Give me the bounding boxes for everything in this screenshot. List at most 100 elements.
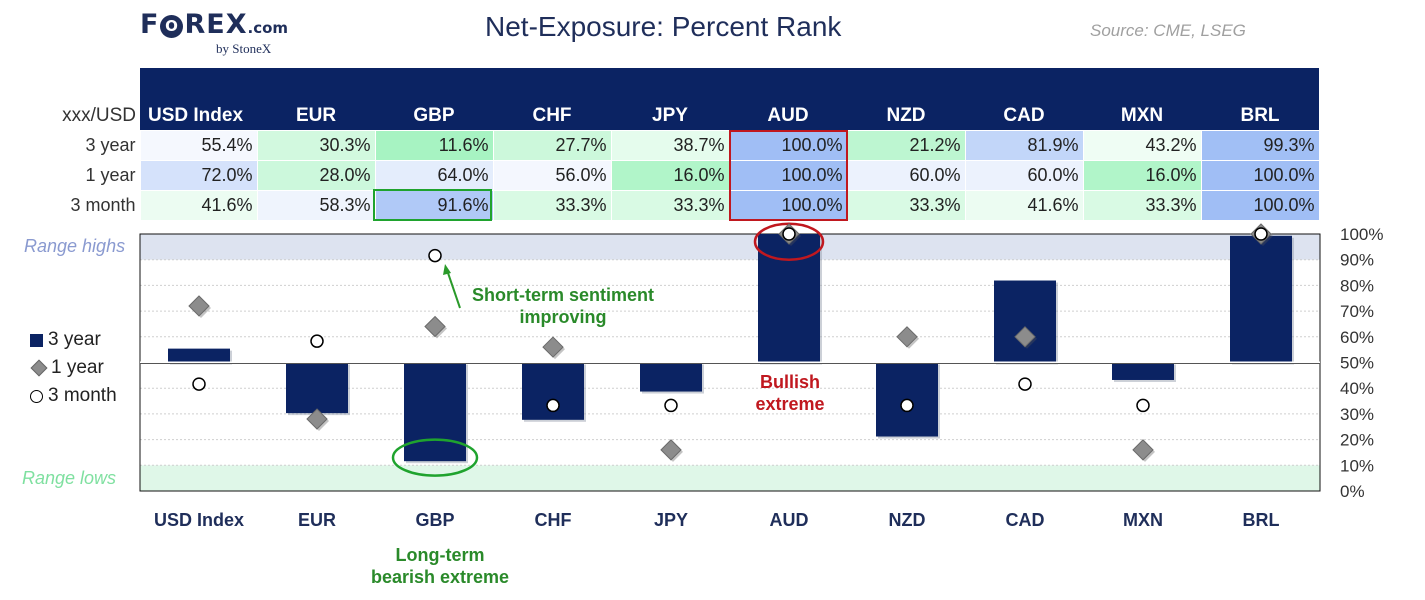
table-cell: 33.3% xyxy=(1082,189,1202,221)
row-label: 3 year xyxy=(52,130,140,160)
annotation-line: Short-term sentiment xyxy=(471,285,655,305)
category-label: JPY xyxy=(654,510,688,530)
bullish-annotation: Bullish extreme xyxy=(740,371,840,415)
table-cell: 100.0% xyxy=(1200,189,1320,221)
circle-3-month xyxy=(428,248,442,263)
circle-3-month xyxy=(310,334,324,348)
column-header: AUD xyxy=(729,68,847,130)
table-cell: 16.0% xyxy=(610,159,730,191)
category-label: EUR xyxy=(298,510,336,530)
table-cell: 41.6% xyxy=(139,189,258,221)
table-cell: 21.2% xyxy=(846,129,966,161)
circle-swatch-icon xyxy=(30,389,43,403)
y-tick-label: 70% xyxy=(1340,302,1374,321)
table-cell: 100.0% xyxy=(728,129,848,161)
column-header: JPY xyxy=(611,68,729,130)
long-term-annotation: Long-term bearish extreme xyxy=(352,544,528,588)
aud-highlight-box xyxy=(729,130,848,221)
category-label: USD Index xyxy=(154,510,244,530)
short-term-annotation: Short-term sentiment improving xyxy=(462,284,664,328)
y-tick-label: 100% xyxy=(1340,225,1383,244)
table-cell: 58.3% xyxy=(256,189,376,221)
category-label: AUD xyxy=(770,510,809,530)
category-label: MXN xyxy=(1123,510,1163,530)
row-label: 3 month xyxy=(52,190,140,220)
column-header: CAD xyxy=(965,68,1083,130)
data-table: xxx/USD USD Index EUR GBP CHF JPY AUD NZD CAD MXN… xyxy=(52,68,1320,221)
legend-label: 1 year xyxy=(51,357,104,378)
forex-logo: F O REX.com by StoneX xyxy=(140,9,289,57)
range-highs-label: Range highs xyxy=(24,236,126,256)
annotation-line: improving xyxy=(519,307,607,327)
circle-3-month xyxy=(1136,398,1150,413)
y-tick-label: 60% xyxy=(1340,328,1374,347)
category-label: GBP xyxy=(415,510,454,530)
y-tick-label: 90% xyxy=(1340,251,1374,270)
diamond-1-year xyxy=(1132,439,1154,461)
circle-3-month xyxy=(546,398,560,413)
range-low-band xyxy=(140,465,1320,491)
logo-wordmark: F O REX.com xyxy=(140,9,289,40)
table-cell: 55.4% xyxy=(139,129,258,161)
range-lows-label: Range lows xyxy=(22,468,117,488)
circle-3-month xyxy=(782,227,796,241)
table-cell: 64.0% xyxy=(374,159,494,191)
annotation-line: Long-term xyxy=(395,545,485,565)
annotation-line: bearish extreme xyxy=(370,567,510,587)
table-cell: 33.3% xyxy=(610,189,730,221)
annotation-line: extreme xyxy=(755,394,825,414)
table-cell: 33.3% xyxy=(846,189,966,221)
bar-3-year xyxy=(1230,235,1292,363)
y-tick-label: 40% xyxy=(1340,379,1374,398)
chart-legend: 3 year 1 year 3 month xyxy=(30,326,117,410)
circle-3-month xyxy=(192,377,206,391)
improving-arrow-head xyxy=(443,264,451,275)
legend-item-3-month: 3 month xyxy=(30,382,117,410)
table-cell: 30.3% xyxy=(256,129,376,161)
table-cell: 33.3% xyxy=(492,189,612,221)
bar-3-year xyxy=(640,362,702,392)
gbp-3month-highlight-box xyxy=(373,189,492,221)
table-cell: 100.0% xyxy=(728,159,848,191)
diamond-1-year xyxy=(896,326,918,348)
table-cell: 100.0% xyxy=(1200,159,1320,191)
circle-3-month xyxy=(1254,227,1268,241)
bar-3-year xyxy=(404,362,466,462)
logo-subtitle: by StoneX xyxy=(216,41,272,56)
table-cell: 41.6% xyxy=(964,189,1084,221)
table-cell: 60.0% xyxy=(964,159,1084,191)
table-cell: 91.6% xyxy=(374,189,494,221)
table-cell: 38.7% xyxy=(610,129,730,161)
diamond-1-year xyxy=(542,336,564,358)
category-label: NZD xyxy=(889,510,926,530)
legend-label: 3 month xyxy=(48,385,117,406)
table-cell: 28.0% xyxy=(256,159,376,191)
table-corner-label: xxx/USD xyxy=(52,68,140,130)
legend-item-3-year: 3 year xyxy=(30,326,117,354)
column-header: NZD xyxy=(847,68,965,130)
legend-label: 3 year xyxy=(48,329,101,350)
table-cell: 11.6% xyxy=(374,129,494,161)
y-tick-label: 10% xyxy=(1340,456,1374,475)
gbp-highlight-ellipse xyxy=(391,438,479,477)
diamond-1-year xyxy=(1014,326,1036,348)
chart-title: Net-Exposure: Percent Rank xyxy=(485,11,842,42)
legend-item-1-year: 1 year xyxy=(30,354,117,382)
category-label: BRL xyxy=(1243,510,1280,530)
column-header: MXN xyxy=(1083,68,1201,130)
improving-arrow-line xyxy=(446,269,461,309)
y-tick-label: 80% xyxy=(1340,276,1374,295)
bar-3-year xyxy=(758,234,820,363)
circle-3-month xyxy=(900,398,914,413)
table-cell: 72.0% xyxy=(139,159,258,191)
y-tick-label: 30% xyxy=(1340,405,1374,424)
diamond-1-year xyxy=(188,295,210,317)
category-label: CAD xyxy=(1006,510,1045,530)
bar-3-year xyxy=(994,280,1056,363)
diamond-1-year xyxy=(306,408,328,430)
column-header: BRL xyxy=(1201,68,1319,130)
bar-swatch-icon xyxy=(30,333,43,347)
diamond-1-year xyxy=(424,315,446,338)
y-tick-label: 50% xyxy=(1340,354,1374,373)
